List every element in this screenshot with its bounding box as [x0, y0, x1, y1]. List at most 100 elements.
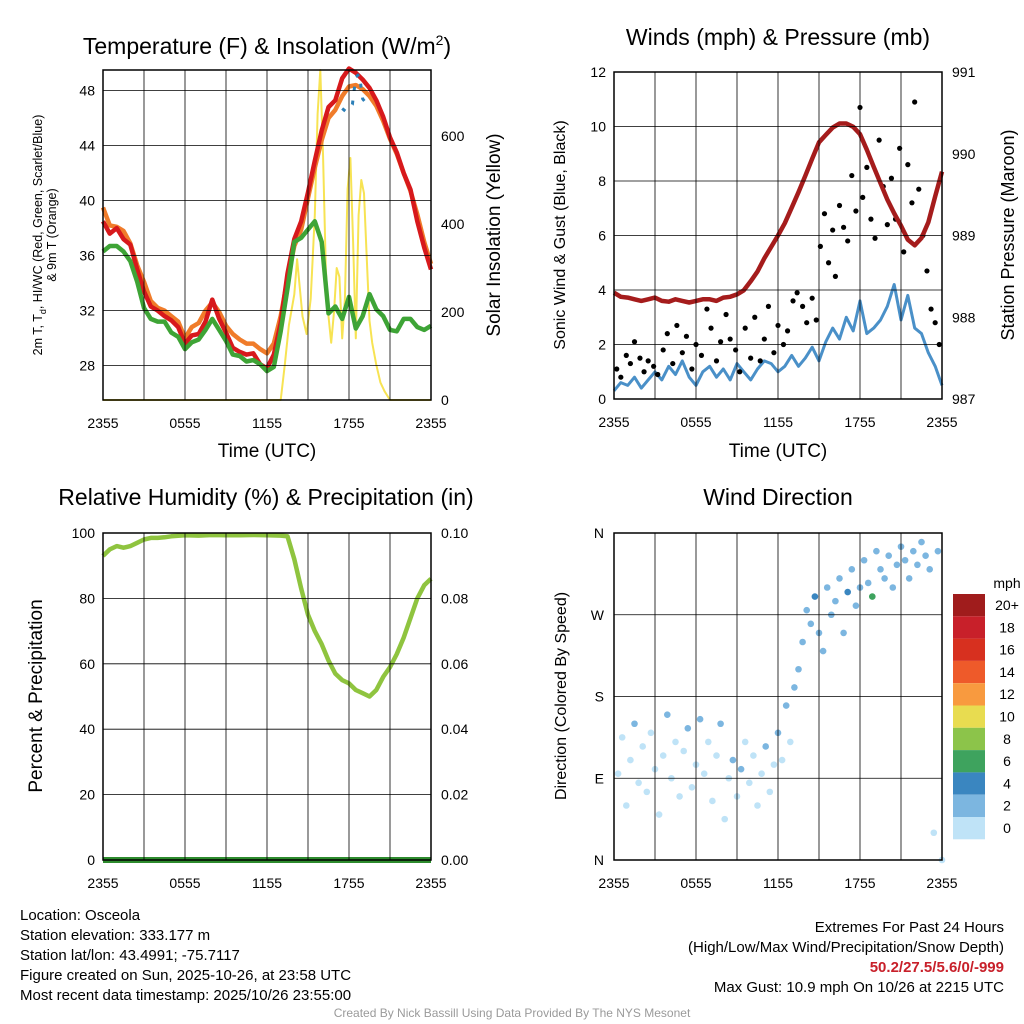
- gust-point: [708, 325, 714, 331]
- y2-tick-label: 988: [952, 309, 976, 325]
- temperature-panel-title: Temperature (F) & Insolation (W/m2): [83, 32, 451, 59]
- direction-point: [639, 743, 646, 750]
- colorbar-label: 6: [1003, 753, 1011, 769]
- y2-tick-label: 990: [952, 146, 976, 162]
- y2-tick-label: 0.08: [441, 590, 468, 606]
- gust-point: [737, 369, 743, 375]
- x-tick-label: 2355: [926, 875, 957, 891]
- direction-point: [918, 538, 925, 546]
- colorbar-label: 12: [999, 686, 1015, 702]
- gust-point: [901, 249, 907, 255]
- direction-point: [721, 815, 728, 823]
- direction-tick-label: S: [595, 689, 604, 705]
- gust-point: [713, 358, 720, 364]
- direction-point: [811, 593, 819, 600]
- x-tick-label: 1155: [763, 875, 793, 891]
- direction-point: [664, 711, 671, 718]
- x-tick-label: 0555: [169, 875, 200, 891]
- gust-point: [813, 317, 819, 323]
- direction-point: [655, 811, 663, 818]
- gust-point: [765, 303, 772, 309]
- extremes-subtitle: (High/Low/Max Wind/Precipitation/Snow De…: [688, 939, 1004, 956]
- direction-point: [836, 575, 843, 582]
- gust-point: [821, 211, 828, 217]
- gust-point: [932, 320, 938, 326]
- direction-point: [643, 788, 651, 796]
- wind-direction-axis-ticks: 2355 0555 1155 1755 2355 N E S W N: [591, 525, 958, 891]
- temperature-plot-frame: [102, 69, 432, 401]
- direction-point: [696, 715, 704, 723]
- y2-tick-label: 987: [952, 391, 976, 407]
- gust-point: [790, 298, 796, 304]
- timestamp-line: Most recent data timestamp: 2025/10/26 2…: [20, 987, 352, 1004]
- gust-point: [674, 322, 680, 329]
- y2-tick-label: 0.02: [441, 787, 468, 803]
- direction-point: [717, 720, 724, 728]
- gust-point: [849, 172, 855, 179]
- direction-point: [746, 779, 753, 787]
- insolation-y2label: Solar Insolation (Yellow): [484, 133, 505, 336]
- credit-line: Created By Nick Bassill Using Data Provi…: [333, 1006, 691, 1020]
- wind-direction-panel: Wind Direction 2355 0555 1155 1755 2355 N E S W N…: [553, 484, 1021, 891]
- gust-point: [651, 363, 657, 369]
- winds-axis-ticks: 2355 0555 1155 1755 2355 0 2 4 6 8 10 12 987 988 989 99…: [590, 64, 975, 430]
- x-tick-label: 1155: [763, 414, 793, 430]
- colorbar-label: 14: [999, 664, 1015, 680]
- x-tick-label: 2355: [926, 414, 957, 430]
- direction-point: [807, 620, 815, 628]
- gust-point: [704, 306, 710, 312]
- colorbar-label: 8: [1003, 731, 1011, 747]
- gust-point: [924, 268, 930, 274]
- direction-point: [705, 738, 712, 746]
- colorbar-label: 18: [999, 619, 1015, 635]
- temperature-panel: Temperature (F) & Insolation (W/m2) 2355…: [31, 32, 505, 462]
- gust-point: [884, 222, 890, 228]
- wind-direction-panel-title: Wind Direction: [703, 484, 853, 510]
- direction-point: [659, 752, 667, 759]
- x-tick-label: 2355: [87, 875, 118, 891]
- winds-xlabel: Time (UTC): [729, 441, 828, 462]
- colorbar-swatch: [953, 683, 985, 706]
- gust-point: [868, 216, 874, 222]
- winds-plot-frame: [613, 71, 943, 400]
- direction-point: [729, 756, 737, 764]
- y-tick-label: 4: [598, 282, 606, 298]
- gust-point: [623, 352, 629, 358]
- y-tick-label: 44: [79, 138, 95, 154]
- gust-point: [860, 194, 866, 200]
- direction-point: [680, 747, 687, 755]
- x-tick-label: 0555: [680, 414, 711, 430]
- gust-point: [912, 99, 918, 105]
- gust-point: [800, 303, 806, 309]
- x-tick-label: 1755: [844, 875, 875, 891]
- colorbar-swatch: [953, 794, 985, 817]
- extremes-info: Extremes For Past 24 Hours (High/Low/Max…: [688, 918, 1004, 998]
- gust-point: [631, 339, 638, 345]
- gust-point: [698, 352, 705, 358]
- direction-point: [905, 575, 913, 582]
- direction-point: [799, 638, 806, 646]
- humidity-axis-ticks: 2355 0555 1155 1755 2355 0 20 40 60 80 100 0.00 0.02…: [72, 525, 469, 891]
- direction-point: [688, 784, 696, 791]
- colorbar-title: mph: [993, 575, 1020, 591]
- colorbar-swatch: [953, 727, 985, 751]
- direction-point: [877, 566, 884, 573]
- gust-point: [752, 314, 758, 320]
- location-line: Location: Osceola: [20, 907, 141, 924]
- direction-point: [787, 738, 794, 746]
- gust-point: [718, 339, 724, 345]
- created-line: Figure created on Sun, 2025-10-26, at 23…: [20, 967, 352, 984]
- direction-point: [881, 575, 888, 582]
- y-tick-label: 20: [79, 787, 95, 803]
- direction-point: [737, 765, 745, 773]
- gust-point: [909, 200, 915, 206]
- gust-point: [830, 227, 836, 233]
- temperature-ylabel: 2m T, Td, HI/WC (Red, Green, Scarlet/Blu…: [31, 115, 48, 356]
- gust-point: [723, 311, 729, 318]
- max-gust-line: Max Gust: 10.9 mph On 10/26 at 2215 UTC: [713, 979, 1004, 996]
- y-tick-label: 80: [79, 590, 95, 606]
- colorbar-swatch: [953, 638, 985, 661]
- direction-point: [873, 547, 880, 555]
- colorbar-swatch: [953, 817, 985, 840]
- direction-point: [803, 606, 810, 614]
